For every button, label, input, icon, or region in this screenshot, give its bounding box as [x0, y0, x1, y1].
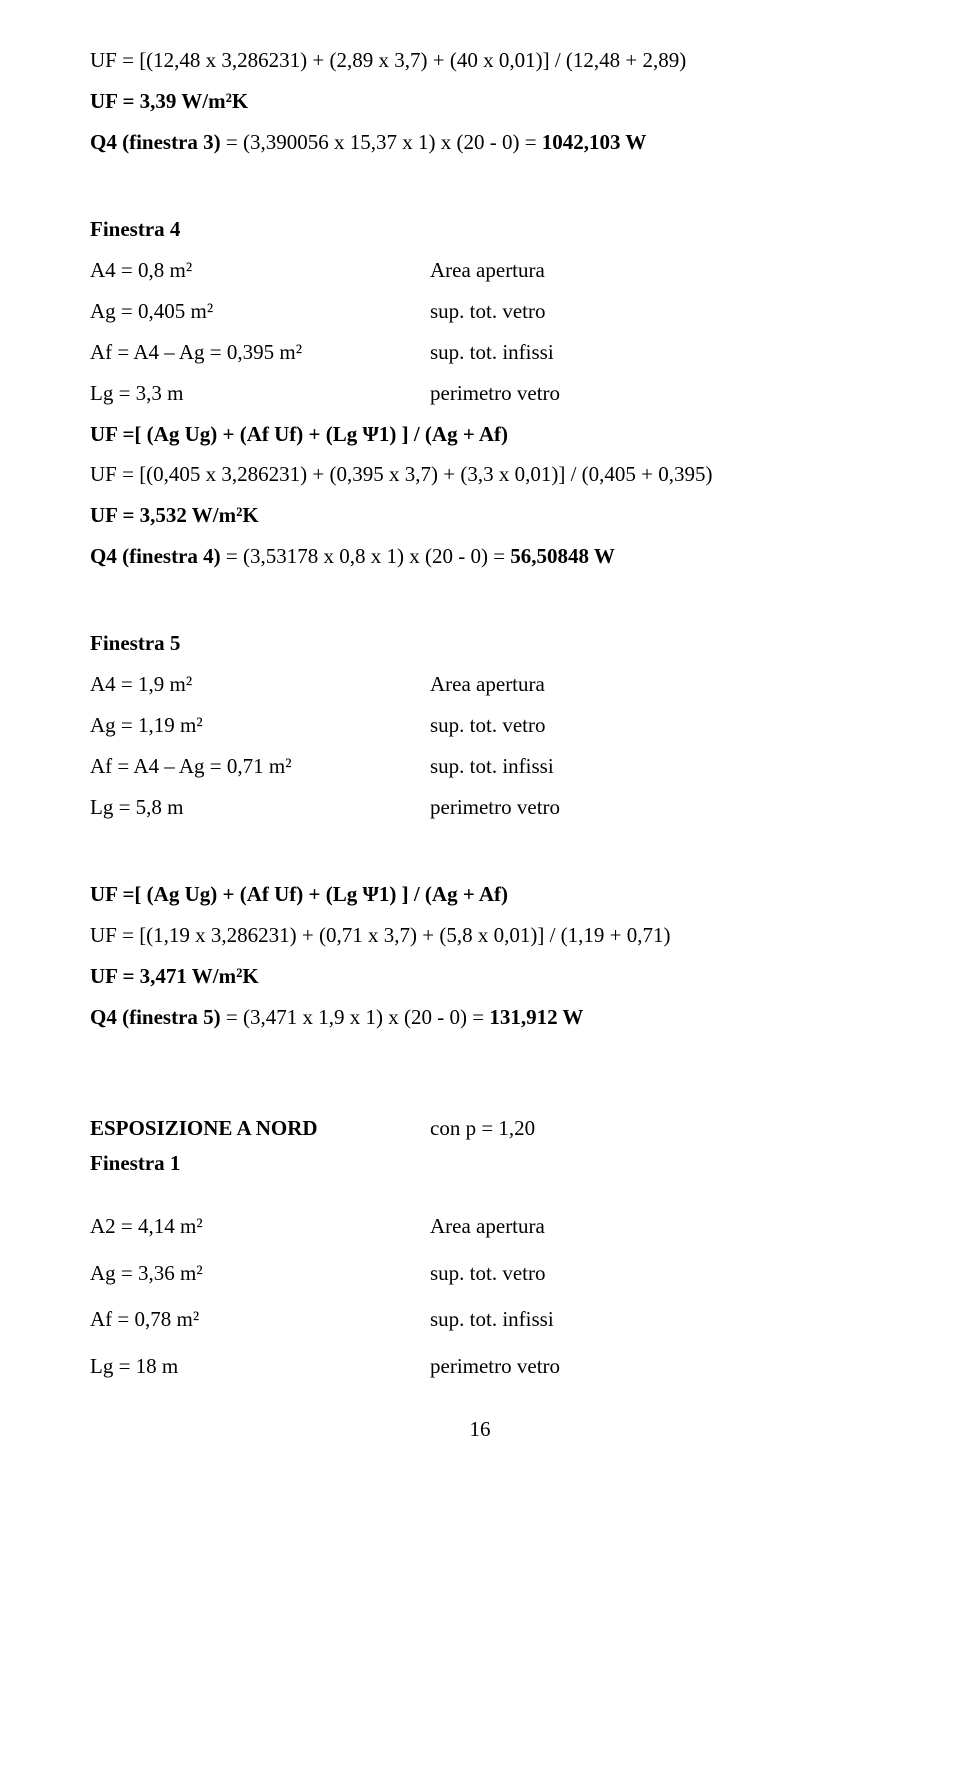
uf-result: UF = 3,39 W/m²K	[90, 89, 248, 113]
f5-uf-formula: UF =[ (Ag Ug) + (Af Uf) + (Lg Ψ1) ] / (A…	[90, 874, 870, 915]
f4-uf-result: UF = 3,532 W/m²K	[90, 495, 870, 536]
f5-q4-line: Q4 (finestra 5) = (3,471 x 1,9 x 1) x (2…	[90, 997, 870, 1038]
f4-vetro-label: sup. tot. vetro	[430, 291, 870, 332]
n-af: Af = 0,78 m²	[90, 1299, 430, 1340]
f4-infissi-label: sup. tot. infissi	[430, 332, 870, 373]
equation-line: UF = [(12,48 x 3,286231) + (2,89 x 3,7) …	[90, 40, 870, 81]
f4-row-3: Af = A4 – Ag = 0,395 m² sup. tot. infiss…	[90, 332, 870, 373]
f5-row-3: Af = A4 – Ag = 0,71 m² sup. tot. infissi	[90, 746, 870, 787]
f5-row-2: Ag = 1,19 m² sup. tot. vetro	[90, 705, 870, 746]
f5-perimetro-label: perimetro vetro	[430, 787, 870, 828]
f5-lg: Lg = 5,8 m	[90, 787, 430, 828]
n-a2: A2 = 4,14 m²	[90, 1206, 430, 1247]
f5-ag: Ag = 1,19 m²	[90, 705, 430, 746]
q4-line: Q4 (finestra 3) = (3,390056 x 15,37 x 1)…	[90, 122, 870, 163]
f5-vetro-label: sup. tot. vetro	[430, 705, 870, 746]
n-infissi-label: sup. tot. infissi	[430, 1299, 870, 1340]
document-page: UF = [(12,48 x 3,286231) + (2,89 x 3,7) …	[0, 0, 960, 1482]
n-perimetro-label: perimetro vetro	[430, 1346, 870, 1387]
f5-row-4: Lg = 5,8 m perimetro vetro	[90, 787, 870, 828]
f5-area-label: Area apertura	[430, 664, 870, 705]
f5-af: Af = A4 – Ag = 0,71 m²	[90, 746, 430, 787]
n-lg: Lg = 18 m	[90, 1346, 430, 1387]
con-p: con p = 1,20	[430, 1108, 870, 1149]
finestra5-title: Finestra 5	[90, 623, 870, 664]
result-line: UF = 3,39 W/m²K	[90, 81, 870, 122]
q4-prefix: Q4 (finestra 3)	[90, 130, 221, 154]
finestra1-title: Finestra 1	[90, 1143, 870, 1184]
f4-uf-formula: UF =[ (Ag Ug) + (Af Uf) + (Lg Ψ1) ] / (A…	[90, 414, 870, 455]
f5-row-1: A4 = 1,9 m² Area apertura	[90, 664, 870, 705]
q4-mid: = (3,390056 x 15,37 x 1) x (20 - 0) =	[221, 130, 542, 154]
finestra4-title: Finestra 4	[90, 209, 870, 250]
f4-q4-mid: = (3,53178 x 0,8 x 1) x (20 - 0) =	[221, 544, 511, 568]
f4-af: Af = A4 – Ag = 0,395 m²	[90, 332, 430, 373]
f4-q4-prefix: Q4 (finestra 4)	[90, 544, 221, 568]
n-row-3: Af = 0,78 m² sup. tot. infissi	[90, 1299, 870, 1340]
f5-q4-mid: = (3,471 x 1,9 x 1) x	[221, 1005, 404, 1029]
page-number: 16	[90, 1417, 870, 1442]
n-ag: Ag = 3,36 m²	[90, 1253, 430, 1294]
f4-q4-result: 56,50848 W	[510, 544, 615, 568]
f5-q4-mid2: (20 - 0) =	[404, 1005, 489, 1029]
n-row-4: Lg = 18 m perimetro vetro	[90, 1346, 870, 1387]
f5-uf-result: UF = 3,471 W/m²K	[90, 956, 870, 997]
f4-uf-computation: UF = [(0,405 x 3,286231) + (0,395 x 3,7)…	[90, 454, 870, 495]
f5-q4-prefix: Q4 (finestra 5)	[90, 1005, 221, 1029]
f4-row-1: A4 = 0,8 m² Area apertura	[90, 250, 870, 291]
f4-row-2: Ag = 0,405 m² sup. tot. vetro	[90, 291, 870, 332]
f5-infissi-label: sup. tot. infissi	[430, 746, 870, 787]
n-row-2: Ag = 3,36 m² sup. tot. vetro	[90, 1253, 870, 1294]
f4-ag: Ag = 0,405 m²	[90, 291, 430, 332]
f4-lg: Lg = 3,3 m	[90, 373, 430, 414]
f5-a4: A4 = 1,9 m²	[90, 664, 430, 705]
f5-uf-computation: UF = [(1,19 x 3,286231) + (0,71 x 3,7) +…	[90, 915, 870, 956]
f4-row-4: Lg = 3,3 m perimetro vetro	[90, 373, 870, 414]
f4-perimetro-label: perimetro vetro	[430, 373, 870, 414]
q4-result: 1042,103 W	[542, 130, 647, 154]
f4-q4-line: Q4 (finestra 4) = (3,53178 x 0,8 x 1) x …	[90, 536, 870, 577]
esposizione-row: ESPOSIZIONE A NORD con p = 1,20	[90, 1108, 870, 1149]
n-row-1: A2 = 4,14 m² Area apertura	[90, 1206, 870, 1247]
f4-area-label: Area apertura	[430, 250, 870, 291]
f5-q4-result: 131,912 W	[489, 1005, 583, 1029]
f4-a4: A4 = 0,8 m²	[90, 250, 430, 291]
n-vetro-label: sup. tot. vetro	[430, 1253, 870, 1294]
n-area-label: Area apertura	[430, 1206, 870, 1247]
